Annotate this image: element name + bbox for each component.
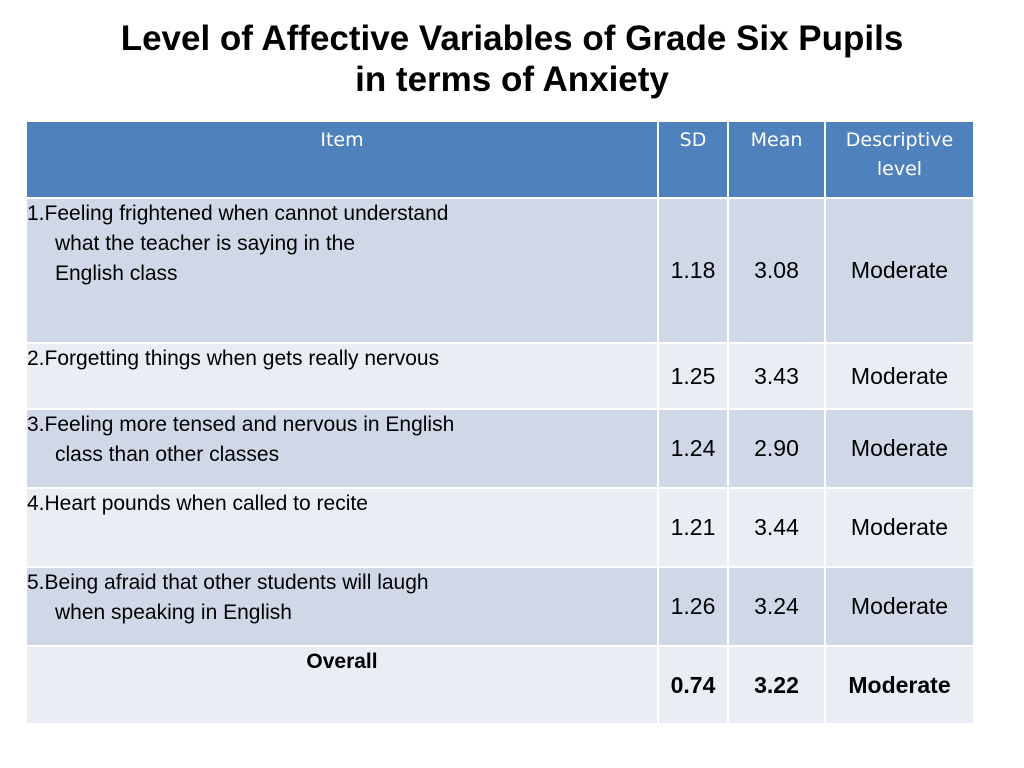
item-text: 2.Forgetting things when gets really ner…	[27, 347, 440, 370]
anxiety-table: Item SD Mean Descriptive level 1.Feeling…	[25, 120, 975, 725]
overall-level: Moderate	[824, 645, 975, 725]
level-cell: Moderate	[824, 408, 975, 489]
table-row: 4.Heart pounds when called to recite 1.2…	[25, 487, 975, 568]
item-text: when speaking in English	[55, 601, 292, 624]
header-desc-line-2: level	[876, 158, 923, 180]
table-row: 1.Feeling frightened when cannot underst…	[25, 197, 975, 344]
sd-cell: 1.18	[657, 197, 729, 344]
item-text: 3.Feeling more tensed and nervous in Eng…	[27, 413, 455, 436]
overall-sd: 0.74	[657, 645, 729, 725]
mean-cell: 3.43	[727, 342, 826, 410]
item-text: English class	[55, 262, 178, 285]
title-line-2: in terms of Anxiety	[355, 60, 669, 99]
item-cell: 5.Being afraid that other students will …	[25, 566, 659, 647]
slide-title: Level of Affective Variables of Grade Si…	[0, 18, 1024, 100]
mean-cell: 3.44	[727, 487, 826, 568]
header-sd: SD	[657, 120, 729, 199]
item-cell: 4.Heart pounds when called to recite	[25, 487, 659, 568]
header-item: Item	[25, 120, 659, 199]
header-descriptive-level: Descriptive level	[824, 120, 975, 199]
overall-label: Overall	[25, 645, 659, 725]
item-text: 1.Feeling frightened when cannot underst…	[27, 202, 449, 225]
item-text: 4.Heart pounds when called to recite	[27, 492, 368, 515]
title-line-1: Level of Affective Variables of Grade Si…	[120, 19, 904, 58]
item-cell: 1.Feeling frightened when cannot underst…	[25, 197, 659, 344]
item-text: class than other classes	[55, 443, 280, 466]
mean-cell: 3.08	[727, 197, 826, 344]
sd-cell: 1.25	[657, 342, 729, 410]
header-mean: Mean	[727, 120, 826, 199]
table-header-row: Item SD Mean Descriptive level	[25, 120, 975, 199]
overall-row: Overall 0.74 3.22 Moderate	[25, 645, 975, 725]
item-cell: 2.Forgetting things when gets really ner…	[25, 342, 659, 410]
sd-cell: 1.26	[657, 566, 729, 647]
table-row: 2.Forgetting things when gets really ner…	[25, 342, 975, 410]
level-cell: Moderate	[824, 197, 975, 344]
table-row: 3.Feeling more tensed and nervous in Eng…	[25, 408, 975, 489]
sd-cell: 1.24	[657, 408, 729, 489]
item-cell: 3.Feeling more tensed and nervous in Eng…	[25, 408, 659, 489]
level-cell: Moderate	[824, 566, 975, 647]
mean-cell: 3.24	[727, 566, 826, 647]
table-row: 5.Being afraid that other students will …	[25, 566, 975, 647]
item-text: what the teacher is saying in the	[55, 232, 356, 255]
sd-cell: 1.21	[657, 487, 729, 568]
level-cell: Moderate	[824, 342, 975, 410]
overall-mean: 3.22	[727, 645, 826, 725]
level-cell: Moderate	[824, 487, 975, 568]
header-desc-line-1: Descriptive	[845, 129, 954, 151]
item-text: 5.Being afraid that other students will …	[27, 571, 429, 594]
mean-cell: 2.90	[727, 408, 826, 489]
